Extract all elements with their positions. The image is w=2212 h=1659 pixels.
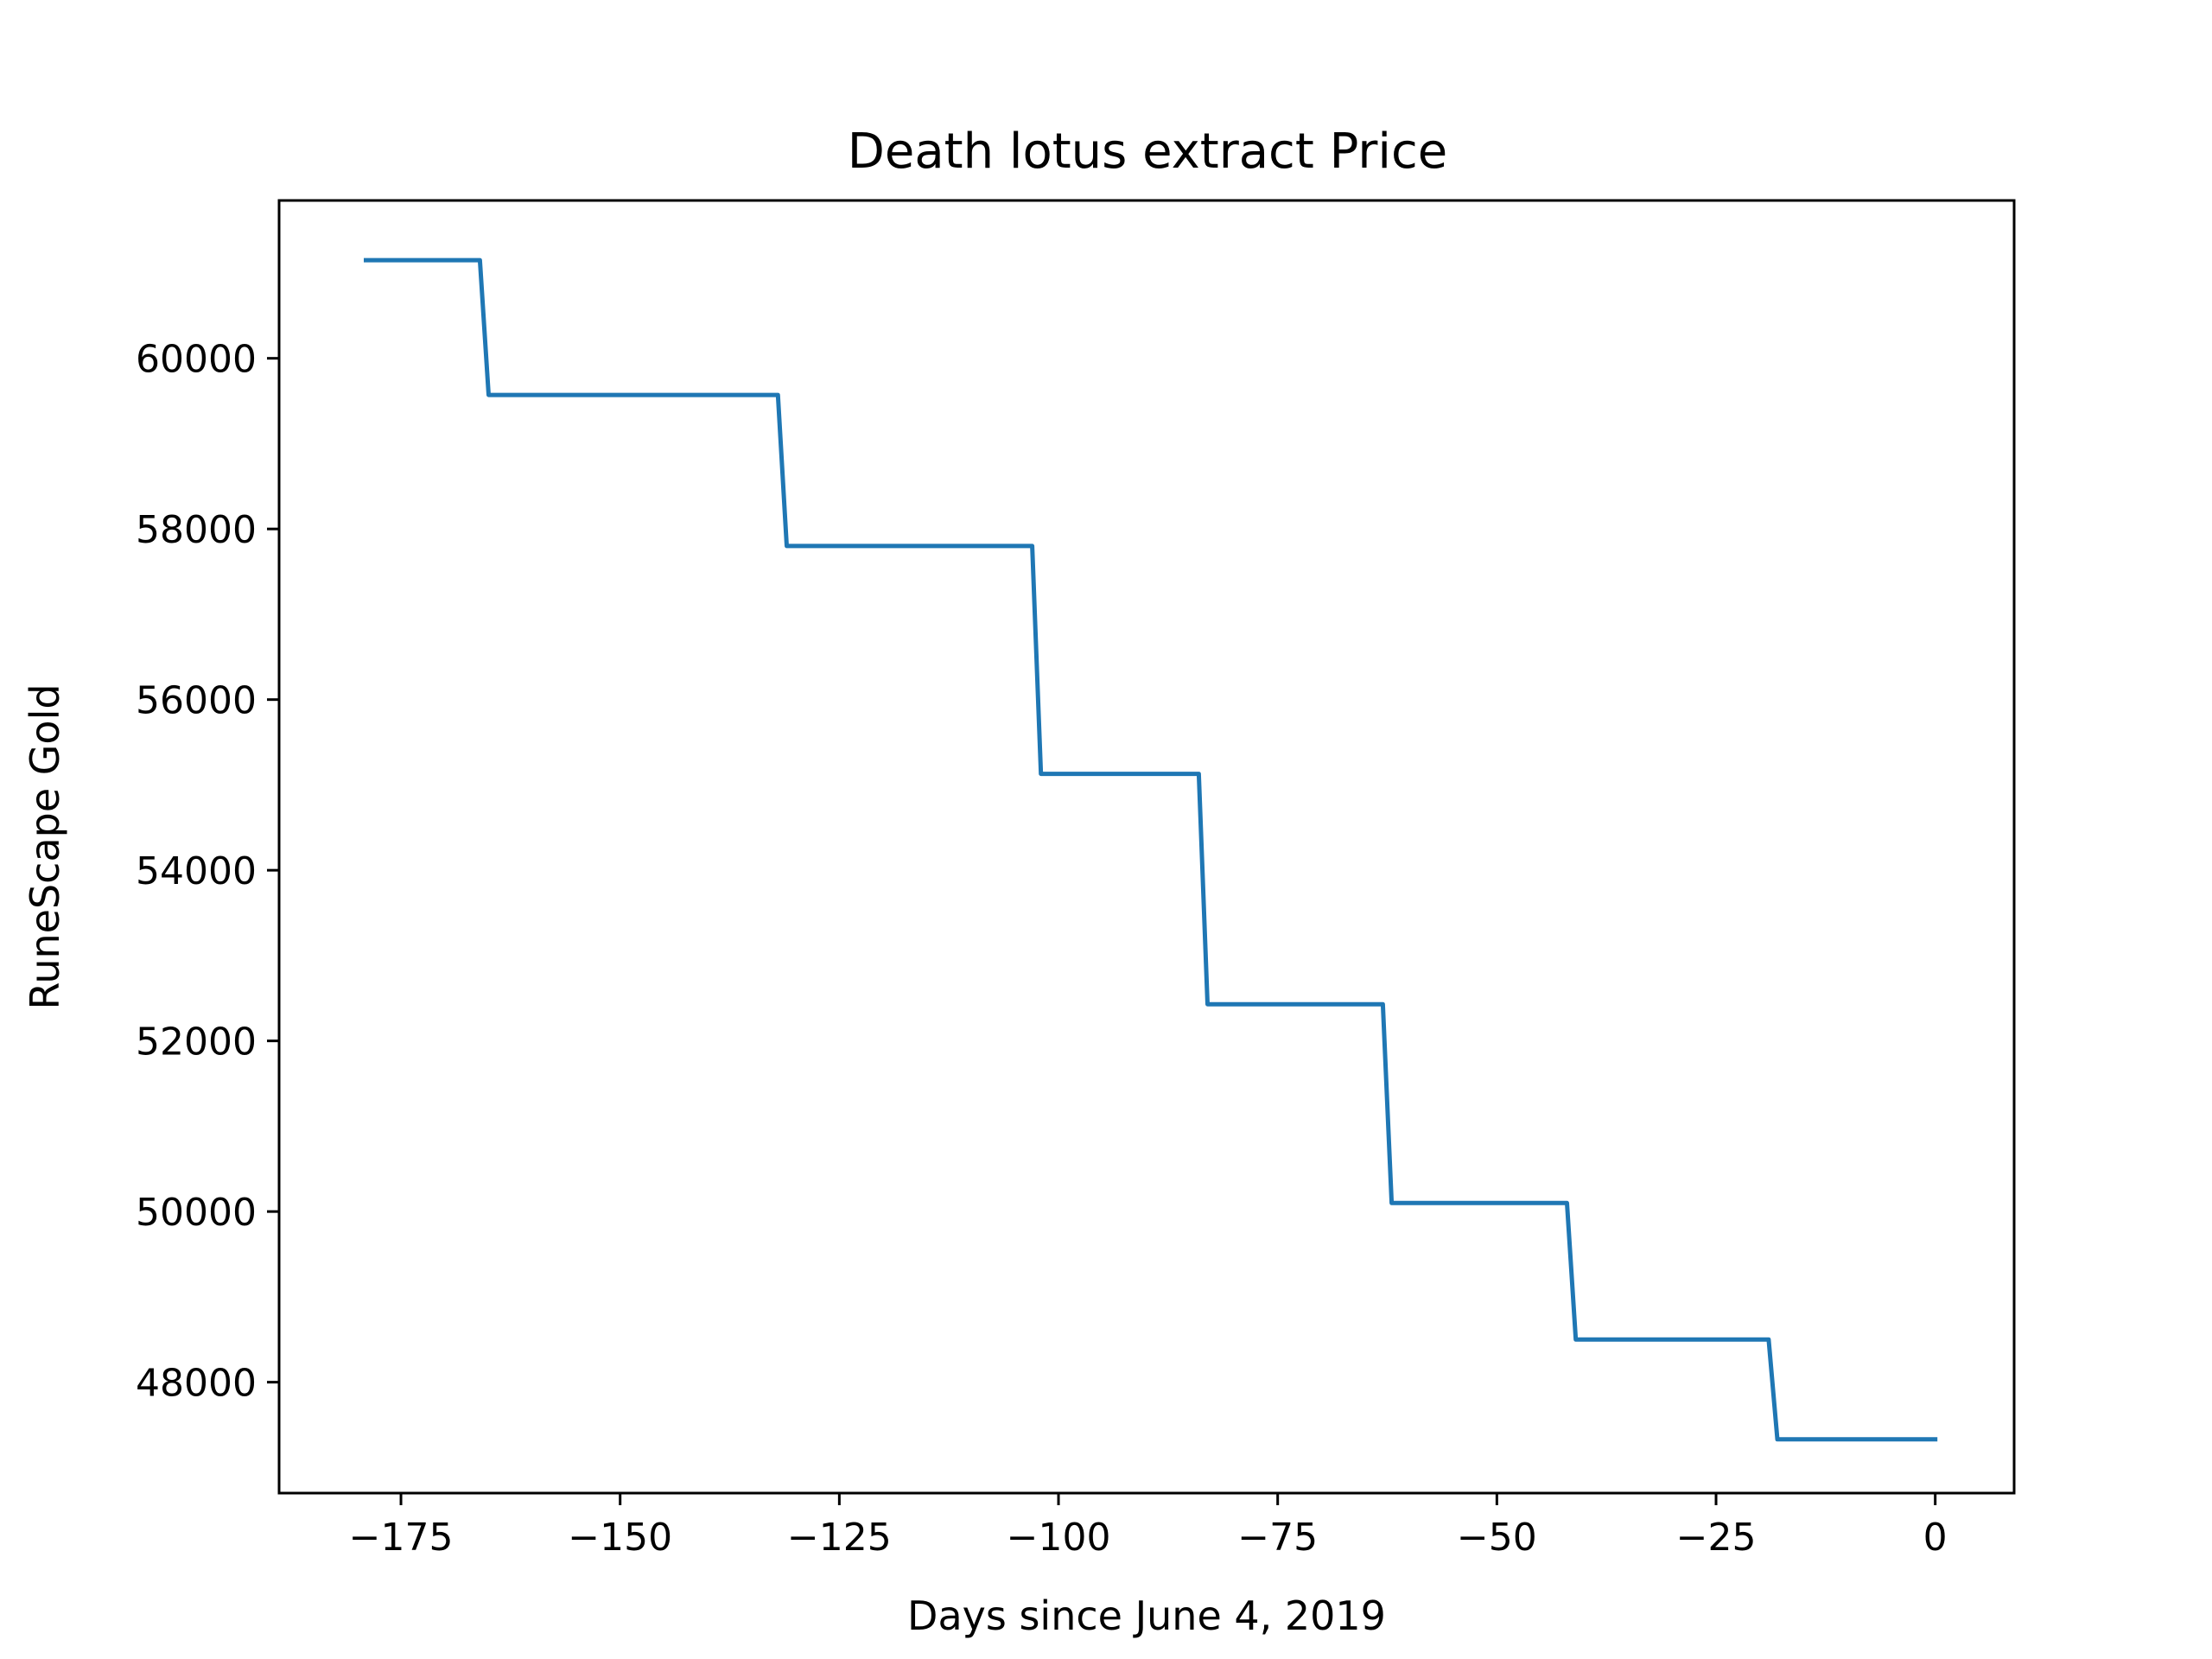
- x-tick-label: −50: [1457, 1516, 1537, 1560]
- price-series-line: [364, 257, 1938, 1442]
- y-tick-label: 54000: [136, 849, 257, 893]
- series-layer: [364, 257, 1938, 1442]
- y-axis: 48000 50000 52000 54000 56000 58000 60000: [136, 338, 279, 1406]
- x-tick-label: −100: [1007, 1516, 1111, 1560]
- y-axis-label: RuneScape Gold: [22, 683, 68, 1009]
- x-tick-label: −175: [349, 1516, 454, 1560]
- x-tick-label: −150: [568, 1516, 672, 1560]
- y-tick-label: 50000: [136, 1191, 257, 1235]
- plot-frame: [277, 199, 2016, 1495]
- y-tick-label: 48000: [136, 1362, 257, 1406]
- y-tick-label: 52000: [136, 1020, 257, 1065]
- plot-area: [277, 199, 2016, 1495]
- x-tick-label: 0: [1923, 1516, 1948, 1560]
- y-tick-label: 60000: [136, 338, 257, 382]
- x-axis-label: Days since June 4, 2019: [907, 1592, 1386, 1639]
- y-tick-label: 58000: [136, 508, 257, 552]
- plot-background: [279, 200, 2014, 1493]
- x-axis: −175 −150 −125 −100 −75 −50 −25 0: [349, 1493, 1948, 1560]
- x-tick-label: −125: [787, 1516, 892, 1560]
- chart-title: Death lotus extract Price: [848, 124, 1447, 180]
- y-tick-label: 56000: [136, 679, 257, 723]
- x-tick-label: −25: [1676, 1516, 1757, 1560]
- x-tick-label: −75: [1237, 1516, 1318, 1560]
